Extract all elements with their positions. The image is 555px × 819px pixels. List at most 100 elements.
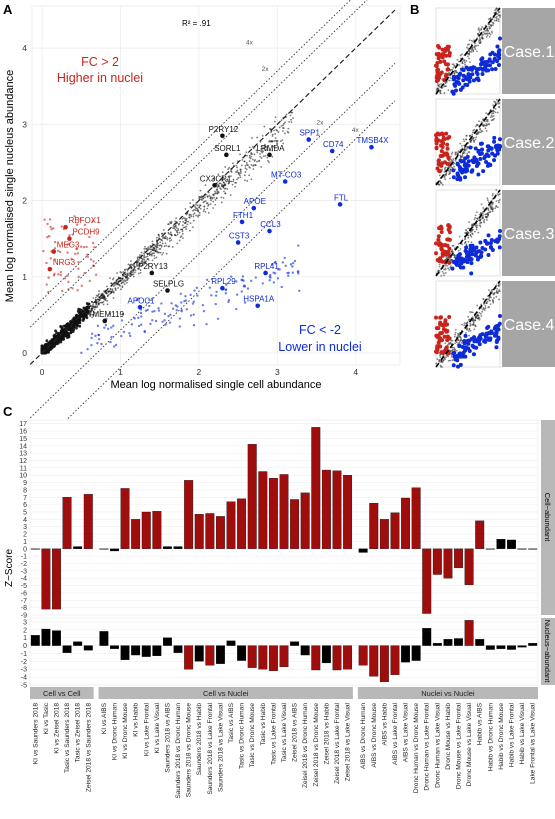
case-point bbox=[474, 45, 476, 47]
gene-point-cell bbox=[130, 323, 134, 326]
gene-point-nuclei bbox=[82, 245, 86, 249]
nucleus-abundant-bar-21 bbox=[258, 645, 268, 670]
case-point bbox=[457, 249, 460, 252]
case-point bbox=[443, 175, 446, 178]
nucleus-abundant-bar-31 bbox=[369, 645, 379, 677]
gene-point bbox=[207, 204, 209, 207]
case-point bbox=[448, 171, 451, 173]
gene-point bbox=[145, 247, 148, 250]
case-point bbox=[486, 120, 488, 122]
gene-point bbox=[147, 246, 150, 249]
gene-point bbox=[143, 254, 146, 256]
y-tick-3: 3 bbox=[22, 119, 27, 129]
gene-point-nuclei bbox=[58, 250, 62, 254]
gene-point bbox=[268, 127, 271, 130]
nucleus-abundant-bar-11 bbox=[152, 645, 162, 656]
gene-point bbox=[257, 160, 260, 162]
case-point bbox=[444, 166, 447, 169]
gene-point bbox=[137, 272, 140, 275]
case-point bbox=[443, 274, 445, 277]
case-point bbox=[459, 339, 462, 342]
case-point bbox=[467, 47, 470, 50]
category-label-15: Saunders 2018 vs Habib bbox=[196, 703, 203, 776]
gene-point bbox=[272, 145, 275, 148]
case-point-cell bbox=[469, 271, 474, 276]
cell-abundant-bar-2 bbox=[52, 548, 61, 610]
gene-point-cell bbox=[104, 323, 108, 327]
gene-point bbox=[245, 151, 248, 154]
case-point bbox=[461, 156, 464, 158]
case-point-cell bbox=[466, 72, 471, 77]
case-point bbox=[447, 89, 450, 92]
nucleus-abundant-bar-14 bbox=[184, 645, 194, 670]
gene-label-ftl: FTL bbox=[334, 193, 349, 202]
case-point bbox=[451, 159, 454, 162]
case-point bbox=[473, 128, 476, 131]
nucleus-abundant-bar-36 bbox=[422, 628, 432, 646]
case-point bbox=[494, 207, 496, 210]
case-point bbox=[466, 43, 469, 46]
gene-point bbox=[222, 197, 225, 199]
case-point bbox=[471, 223, 474, 226]
case-point-cell bbox=[475, 72, 480, 77]
case-point bbox=[465, 148, 468, 150]
gene-point bbox=[102, 301, 105, 303]
gene-point bbox=[129, 275, 131, 277]
gene-point bbox=[153, 248, 156, 250]
fc-down-line2: Lower in nuclei bbox=[278, 340, 361, 354]
gene-point bbox=[127, 263, 130, 266]
gene-point-cell bbox=[140, 323, 143, 326]
gene-label-ccl3: CCL3 bbox=[260, 220, 281, 229]
gene-point bbox=[244, 171, 247, 173]
gene-point bbox=[181, 217, 184, 220]
case-point bbox=[445, 356, 447, 358]
case-point bbox=[449, 77, 452, 79]
case-point-nuclei bbox=[446, 44, 451, 49]
gene-point bbox=[70, 329, 73, 332]
gene-point-cx3cr1 bbox=[212, 183, 217, 188]
case-point bbox=[470, 51, 473, 53]
gene-point bbox=[94, 296, 97, 299]
gene-label-meg3: MEG3 bbox=[57, 241, 80, 250]
gene-point-cell bbox=[161, 320, 164, 323]
cell-abundant-tick--1: -1 bbox=[21, 554, 27, 561]
case-point bbox=[472, 322, 475, 325]
category-label-10: KI vs Lake Frontal bbox=[143, 702, 150, 756]
case-point-nuclei bbox=[443, 49, 448, 54]
case-point bbox=[468, 134, 471, 137]
gene-point bbox=[195, 203, 197, 206]
gene-point bbox=[92, 297, 95, 299]
gene-point bbox=[126, 268, 129, 271]
gene-point-cell bbox=[235, 293, 239, 296]
gene-point bbox=[198, 206, 200, 209]
case-point bbox=[443, 168, 446, 171]
gene-point bbox=[208, 194, 211, 197]
case-point bbox=[457, 243, 460, 245]
case-point bbox=[489, 296, 491, 298]
gene-point bbox=[189, 222, 192, 225]
gene-point-cell bbox=[151, 310, 154, 313]
case-point bbox=[476, 304, 479, 307]
gene-point bbox=[98, 293, 100, 295]
case-point bbox=[443, 171, 446, 173]
case-point-cell bbox=[453, 88, 458, 93]
gene-point bbox=[228, 176, 230, 179]
gene-point bbox=[206, 207, 209, 210]
case-point-nuclei bbox=[439, 246, 444, 251]
gene-point bbox=[244, 164, 247, 167]
case-point bbox=[484, 33, 487, 35]
gene-point bbox=[161, 242, 164, 245]
case-point bbox=[493, 19, 496, 22]
gene-point bbox=[122, 280, 124, 282]
gene-point bbox=[140, 262, 143, 264]
gene-point bbox=[106, 303, 109, 306]
case-point-cell bbox=[497, 36, 502, 41]
case-point-cell bbox=[477, 249, 482, 254]
gene-point bbox=[277, 131, 280, 133]
gene-point bbox=[140, 251, 143, 254]
cell-abundant-bar-44 bbox=[507, 539, 516, 549]
identity-line bbox=[29, 9, 396, 365]
case-point-nuclei bbox=[436, 55, 441, 60]
case-point bbox=[471, 228, 474, 231]
